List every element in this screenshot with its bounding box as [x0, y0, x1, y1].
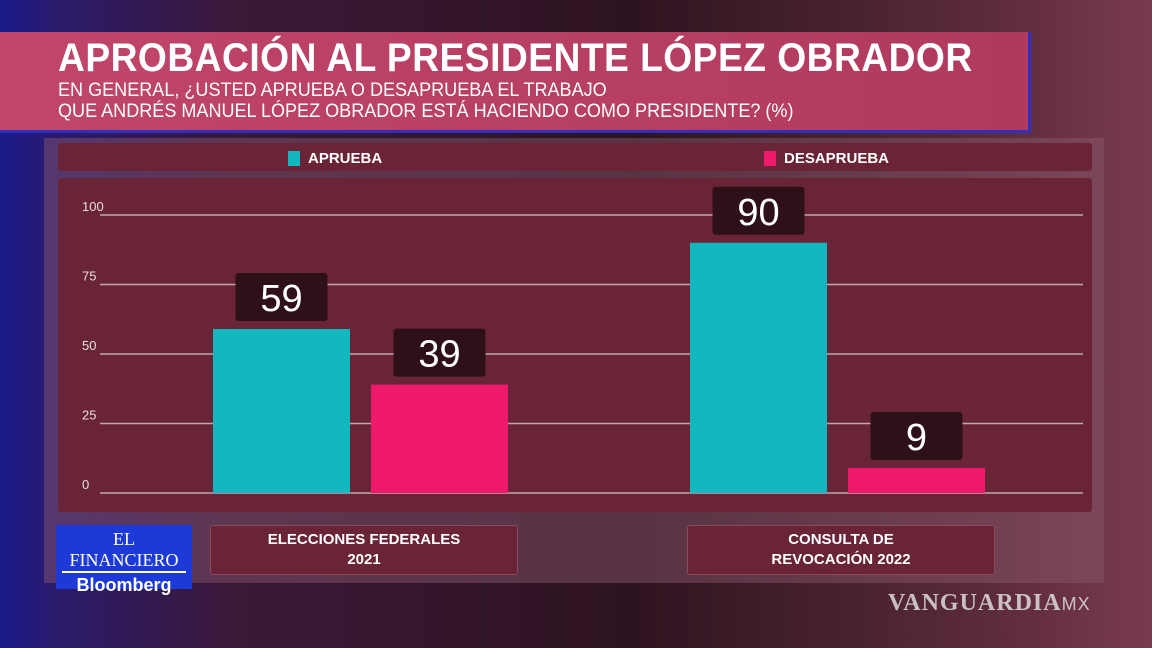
data-label: 39 — [418, 334, 460, 376]
bar-aprueba — [690, 242, 827, 493]
y-tick-label: 25 — [82, 408, 96, 423]
data-label-box — [393, 328, 486, 377]
data-label-box — [235, 272, 328, 321]
data-label: 59 — [260, 278, 302, 320]
legend — [58, 143, 1092, 171]
legend-swatch-aprueba — [288, 151, 300, 166]
vanguardia-watermark: VANGUARDIAMX — [888, 590, 1091, 617]
bar-aprueba — [213, 328, 350, 493]
category-label: ELECCIONES FEDERALES 2021 — [210, 525, 518, 575]
category-label: CONSULTA DE REVOCACIÓN 2022 — [687, 525, 995, 575]
legend-label: APRUEBA — [308, 150, 383, 167]
chart-subtitle: EN GENERAL, ¿USTED APRUEBA O DESAPRUEBA … — [58, 80, 794, 122]
watermark-text: VANGUARDIA — [888, 590, 1062, 616]
legend-item-desaprueba: DESAPRUEBA — [764, 150, 889, 167]
logo-bottom-text: Bloomberg — [76, 575, 172, 595]
data-label-box — [870, 411, 963, 460]
bar-desaprueba — [848, 467, 985, 493]
logo-top-text: EL FINANCIERO — [62, 529, 186, 573]
title-band — [0, 32, 1031, 133]
el-financiero-bloomberg-logo: EL FINANCIERO Bloomberg — [56, 525, 192, 595]
y-tick-label: 75 — [82, 269, 96, 284]
legend-item-aprueba: APRUEBA — [288, 150, 382, 167]
legend-label: DESAPRUEBA — [784, 150, 890, 167]
chart-title: APROBACIÓN AL PRESIDENTE LÓPEZ OBRADOR — [58, 36, 973, 80]
watermark-suffix: MX — [1061, 594, 1091, 614]
y-tick-label: 100 — [82, 199, 104, 214]
y-tick-label: 0 — [82, 477, 89, 492]
y-tick-label: 50 — [82, 338, 96, 353]
bar-desaprueba — [371, 384, 508, 493]
legend-swatch-desaprueba — [764, 151, 776, 166]
data-label: 9 — [906, 417, 927, 459]
data-label-box — [712, 186, 805, 235]
data-label: 90 — [737, 192, 779, 234]
